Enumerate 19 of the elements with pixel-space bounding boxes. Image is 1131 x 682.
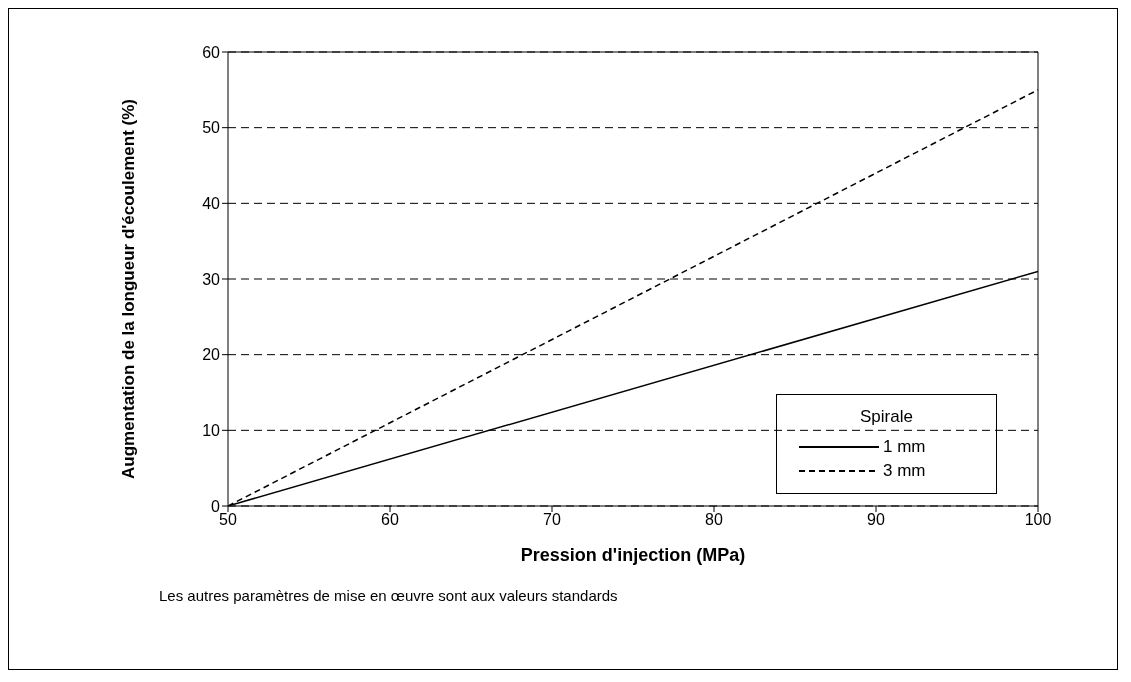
y-tick-label: 40 — [202, 195, 221, 213]
y-tick-label: 0 — [211, 497, 221, 515]
x-tick-label: 60 — [381, 511, 399, 529]
legend-title: Spirale — [856, 407, 917, 426]
x-tick-label: 80 — [705, 511, 723, 529]
legend-label: 1 mm — [883, 437, 926, 457]
y-tick-label: 10 — [202, 422, 221, 440]
y-axis-title: Augmentation de la longueur d'écoulement (%) — [119, 99, 139, 479]
y-tick-label: 30 — [202, 270, 221, 288]
y-tick-label: 50 — [202, 119, 221, 137]
x-axis-title: Pression d'injection (MPa) — [520, 545, 746, 565]
x-tick-label: 90 — [867, 511, 885, 529]
text: Les autres paramètres de mise en œuvre sont aux valeurs standards — [159, 587, 618, 604]
y-tick-label: 20 — [202, 346, 221, 364]
y-tick-label: 60 — [202, 43, 221, 61]
x-tick-label: 70 — [543, 511, 561, 529]
x-tick-label: 100 — [1024, 511, 1052, 529]
legend-label: 3 mm — [883, 461, 926, 481]
x-tick-label: 50 — [219, 511, 237, 529]
